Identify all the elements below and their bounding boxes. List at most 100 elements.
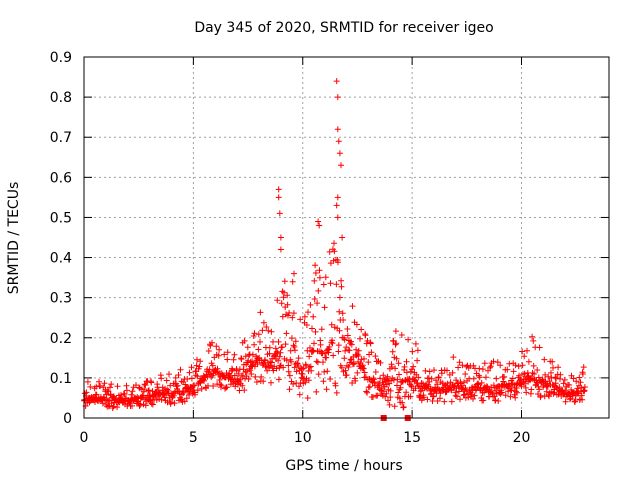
data-point	[403, 369, 410, 376]
data-point	[426, 378, 433, 385]
x-tick-label: 15	[403, 430, 421, 446]
data-point	[279, 313, 286, 320]
data-point	[452, 392, 459, 399]
data-point	[509, 375, 516, 382]
data-point	[435, 374, 442, 381]
data-point	[415, 374, 422, 381]
data-point	[314, 359, 321, 366]
data-point	[478, 379, 485, 386]
data-point	[193, 362, 200, 369]
data-point	[230, 356, 237, 363]
data-point	[398, 332, 405, 338]
data-point	[349, 361, 356, 368]
data-point	[164, 386, 171, 393]
data-point	[492, 397, 499, 404]
data-point	[355, 353, 362, 359]
y-tick-label: 0	[63, 411, 72, 427]
data-point	[553, 375, 560, 382]
data-point	[346, 347, 353, 354]
data-point	[177, 366, 184, 373]
data-point	[277, 349, 284, 356]
data-point	[292, 338, 299, 345]
data-point	[339, 310, 346, 317]
data-point	[311, 277, 318, 284]
data-point	[248, 371, 255, 377]
data-point	[289, 278, 296, 285]
data-point	[561, 376, 568, 383]
data-point	[384, 373, 391, 380]
plot-frame	[83, 56, 610, 419]
data-point	[546, 378, 553, 385]
data-point	[253, 379, 260, 385]
data-point	[216, 346, 223, 353]
data-point	[408, 383, 415, 390]
data-point	[186, 392, 193, 398]
data-point	[512, 394, 519, 401]
data-point	[264, 367, 271, 374]
data-point	[284, 292, 291, 299]
data-point	[209, 372, 216, 379]
data-point	[320, 359, 326, 366]
data-point	[392, 341, 399, 348]
data-point	[387, 387, 394, 394]
data-point	[311, 296, 318, 302]
data-point	[394, 376, 401, 383]
data-point	[318, 326, 325, 333]
data-point	[346, 359, 353, 366]
data-point	[154, 384, 161, 391]
data-point	[438, 370, 445, 377]
data-point	[519, 348, 526, 355]
data-point	[137, 401, 144, 408]
data-point	[400, 404, 407, 410]
data-point	[336, 308, 343, 315]
data-point	[304, 395, 311, 401]
data-point	[579, 396, 586, 403]
data-point	[275, 186, 282, 193]
axes: 0 0.1 0.2 0.3 0.4 0.5 0.6 0.7 0.8 0.9 0 5 10 15 20	[50, 50, 609, 446]
data-point	[407, 393, 414, 400]
data-point	[367, 340, 374, 347]
data-point	[471, 392, 478, 399]
data-point	[291, 270, 297, 277]
data-point	[306, 364, 313, 371]
data-point	[275, 338, 282, 345]
data-point	[395, 360, 402, 367]
data-point	[297, 316, 304, 323]
data-point	[550, 364, 556, 371]
data-point	[142, 402, 149, 409]
data-point	[487, 363, 494, 370]
data-point	[270, 338, 276, 345]
data-point	[368, 349, 375, 356]
data-point	[216, 377, 223, 383]
x-tick-label: 10	[294, 430, 312, 446]
data-point	[129, 388, 136, 395]
data-point	[456, 359, 463, 366]
data-point	[277, 246, 284, 253]
data-point	[99, 400, 106, 407]
data-point	[275, 376, 282, 383]
x-tick-label: 0	[80, 430, 89, 446]
data-point	[312, 328, 319, 335]
data-point	[323, 386, 330, 393]
data-point	[580, 364, 587, 371]
data-point	[334, 214, 341, 221]
data-point	[492, 387, 499, 394]
data-point	[129, 402, 135, 409]
data-point	[481, 389, 488, 396]
data-point	[479, 366, 486, 373]
data-point	[335, 342, 342, 349]
data-point	[389, 348, 396, 355]
data-point	[163, 377, 170, 384]
data-point	[377, 359, 384, 366]
data-point	[331, 248, 338, 255]
data-point	[470, 395, 476, 402]
data-point	[516, 372, 523, 379]
data-point	[279, 344, 286, 351]
data-point	[303, 362, 310, 369]
data-point	[534, 367, 541, 373]
data-point	[392, 365, 399, 372]
data-point	[326, 248, 333, 255]
data-point	[166, 371, 172, 378]
data-point	[529, 333, 536, 340]
data-point	[515, 363, 522, 370]
